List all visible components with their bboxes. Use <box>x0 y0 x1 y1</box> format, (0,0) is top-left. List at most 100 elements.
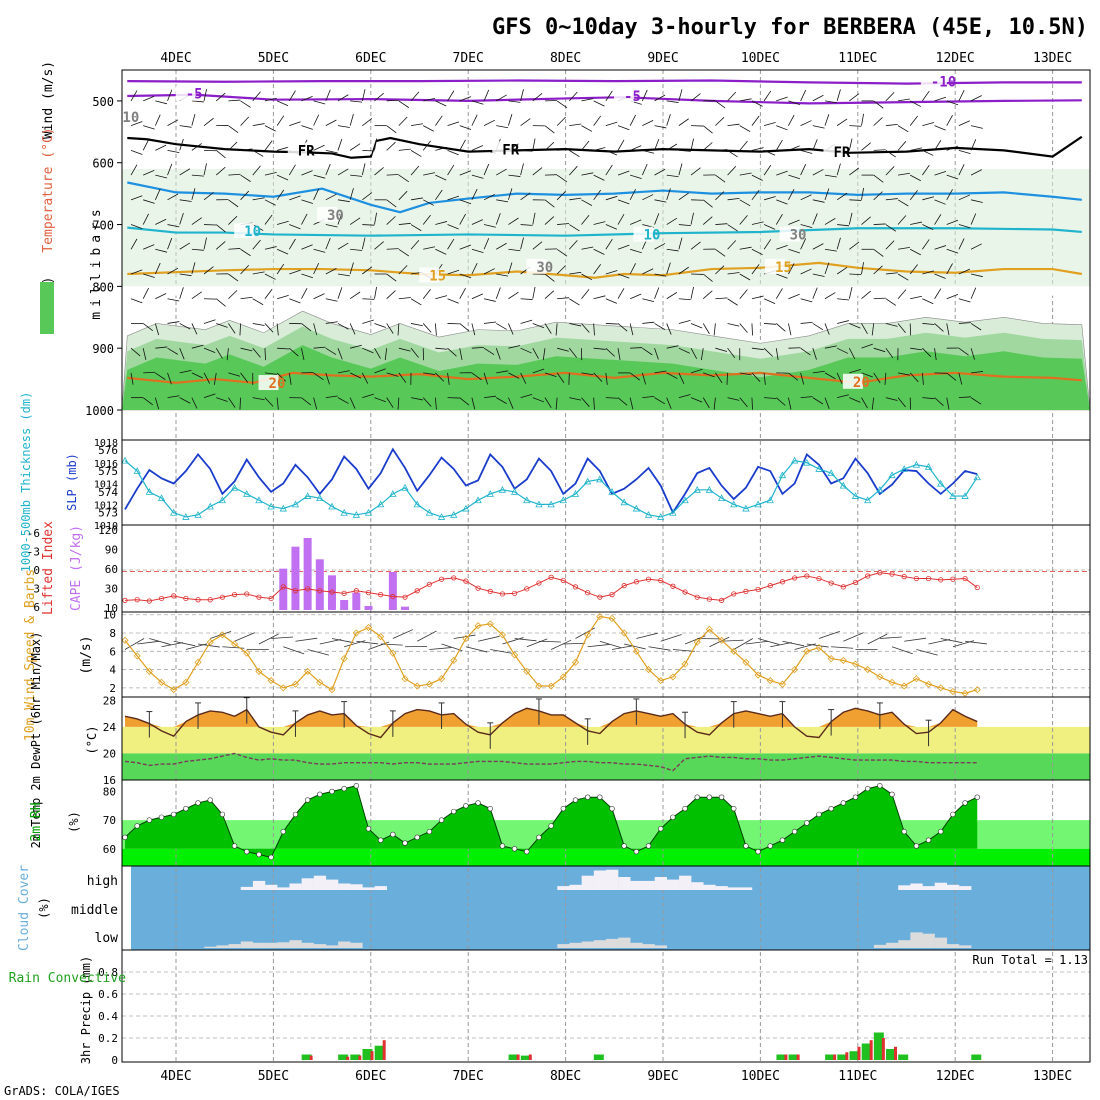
wind-barb <box>800 396 813 399</box>
wind-barb <box>191 372 203 379</box>
wind-barb <box>569 91 578 102</box>
wind-barb <box>252 271 265 275</box>
wind-barb <box>216 397 228 402</box>
wind-barb <box>130 121 143 127</box>
wind-barb <box>666 372 678 379</box>
low-cloud-bar <box>630 942 643 948</box>
bottom-day-label: 8DEC <box>550 1069 581 1084</box>
wind-barb <box>191 217 202 225</box>
wind-barb <box>569 323 582 327</box>
wind-barb <box>617 348 621 361</box>
wind-tick-label: 4 <box>109 664 116 677</box>
precip-convective-bar <box>516 1054 520 1060</box>
wind-barb <box>447 121 460 127</box>
wind-barb <box>191 344 204 349</box>
slp-axis-label: SLP (mb) <box>65 453 79 511</box>
wind-barb <box>909 372 919 383</box>
contour-label-bg <box>316 206 337 222</box>
lifted-index-point <box>889 571 895 577</box>
wind-barb-10m <box>538 640 561 643</box>
wind-barb <box>642 395 655 399</box>
wind-barb <box>191 100 204 103</box>
precip-convective-bar <box>833 1054 837 1060</box>
wind-barb <box>179 287 184 299</box>
wind-barb <box>837 394 849 399</box>
wind-barb <box>715 265 725 275</box>
wind-barb <box>130 347 141 357</box>
wind-barb <box>154 262 161 275</box>
wind-barb <box>288 90 296 102</box>
precip-convective-bar <box>881 1038 885 1060</box>
millibars-axis-label: millibars <box>89 204 104 319</box>
low-cloud-bar <box>277 942 290 948</box>
wind-speed-point <box>730 647 738 655</box>
wind-barb <box>130 238 138 250</box>
wind-barb <box>459 213 466 225</box>
pressure-tick-label: 1000 <box>85 404 114 418</box>
wind-barb <box>167 149 180 154</box>
wind-barb <box>325 237 331 250</box>
wind-barb <box>544 216 555 225</box>
precip-tick-label: 0.6 <box>98 988 118 1001</box>
wind-barb <box>228 141 238 151</box>
high-cloud-bar <box>252 880 266 890</box>
wind-barb <box>824 292 836 300</box>
thickness-point <box>364 508 373 516</box>
wind-barb <box>313 293 325 300</box>
wind-barb <box>776 199 788 205</box>
thickness-tick-label: 574 <box>98 486 118 499</box>
wind-barb <box>276 100 289 107</box>
rh-point <box>731 805 737 812</box>
wind-barb <box>544 372 557 377</box>
wind-barb <box>848 286 853 299</box>
wind-barb <box>641 89 648 102</box>
wind-barb <box>276 295 289 300</box>
wind-barb <box>763 90 772 102</box>
wind-barb <box>154 114 161 126</box>
thickness-point <box>900 465 908 472</box>
wind-barb <box>264 372 277 375</box>
wind-barb <box>654 94 666 102</box>
wind-barb <box>909 115 918 126</box>
wind-barb <box>715 117 725 126</box>
wind-barb <box>739 215 748 225</box>
wind-barb <box>630 219 642 225</box>
wind-speed-point <box>121 636 129 644</box>
wind-barb <box>702 273 713 282</box>
wind-barb <box>581 246 594 250</box>
wind-speed-point <box>267 676 275 685</box>
rh-point <box>231 843 238 849</box>
wind-barb <box>837 224 850 227</box>
wind-barb <box>264 199 276 206</box>
wind-barb <box>386 216 396 225</box>
wind-barb <box>191 248 204 251</box>
lifted-index-point <box>438 576 445 582</box>
lifted-index-point <box>244 591 250 597</box>
thickness-point <box>279 504 287 512</box>
wind-barb <box>739 273 751 281</box>
wind-barb <box>508 248 521 252</box>
rh-point <box>365 826 372 832</box>
wind-barb <box>934 199 946 205</box>
wind-barb <box>349 323 356 335</box>
rh-point <box>390 831 396 838</box>
pressure-tick-label: 900 <box>92 342 114 356</box>
wind-barb <box>191 291 202 300</box>
wind-barb <box>727 150 738 158</box>
wind-barb <box>386 397 394 408</box>
wind-barb <box>836 192 848 201</box>
wind-barb <box>288 164 296 176</box>
wind-barb <box>617 273 630 279</box>
lifted-index-point <box>207 597 213 603</box>
wind-barb <box>629 323 634 336</box>
wind-speed-point <box>815 644 823 652</box>
wind-barb <box>593 189 602 201</box>
lifted-index-point <box>658 577 664 584</box>
wind-barb <box>435 221 448 225</box>
precip-total-bar <box>362 1049 373 1060</box>
wind-barb <box>557 223 570 225</box>
wind-barb <box>970 287 977 299</box>
wind-barb <box>142 323 153 331</box>
wind-barb <box>556 372 565 383</box>
wind-barb <box>800 224 813 229</box>
